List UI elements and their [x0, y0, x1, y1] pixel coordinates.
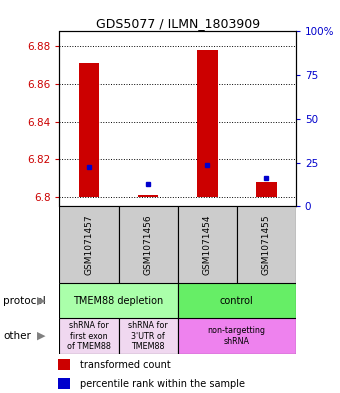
Bar: [237, 206, 296, 283]
Bar: [58, 359, 70, 370]
Text: non-targetting
shRNA: non-targetting shRNA: [208, 326, 266, 346]
Title: GDS5077 / ILMN_1803909: GDS5077 / ILMN_1803909: [96, 17, 260, 30]
Text: shRNA for
first exon
of TMEM88: shRNA for first exon of TMEM88: [67, 321, 111, 351]
Text: GSM1071455: GSM1071455: [262, 214, 271, 275]
Text: TMEM88 depletion: TMEM88 depletion: [73, 296, 164, 306]
Bar: [197, 50, 218, 197]
Bar: [256, 182, 277, 197]
Bar: [138, 195, 158, 197]
Text: GSM1071454: GSM1071454: [203, 215, 212, 275]
Text: shRNA for
3'UTR of
TMEM88: shRNA for 3'UTR of TMEM88: [128, 321, 168, 351]
Bar: [177, 283, 296, 318]
Bar: [58, 378, 70, 389]
Bar: [79, 63, 99, 197]
Bar: [177, 318, 296, 354]
Text: ▶: ▶: [36, 331, 45, 341]
Text: protocol: protocol: [3, 296, 46, 306]
Text: control: control: [220, 296, 254, 306]
Text: GSM1071457: GSM1071457: [85, 214, 94, 275]
Bar: [59, 283, 177, 318]
Bar: [177, 206, 237, 283]
Bar: [59, 206, 119, 283]
Text: transformed count: transformed count: [80, 360, 171, 370]
Text: other: other: [3, 331, 31, 341]
Text: ▶: ▶: [36, 296, 45, 306]
Bar: [119, 206, 177, 283]
Text: percentile rank within the sample: percentile rank within the sample: [80, 378, 245, 389]
Bar: [119, 318, 177, 354]
Bar: [59, 318, 119, 354]
Text: GSM1071456: GSM1071456: [143, 214, 153, 275]
